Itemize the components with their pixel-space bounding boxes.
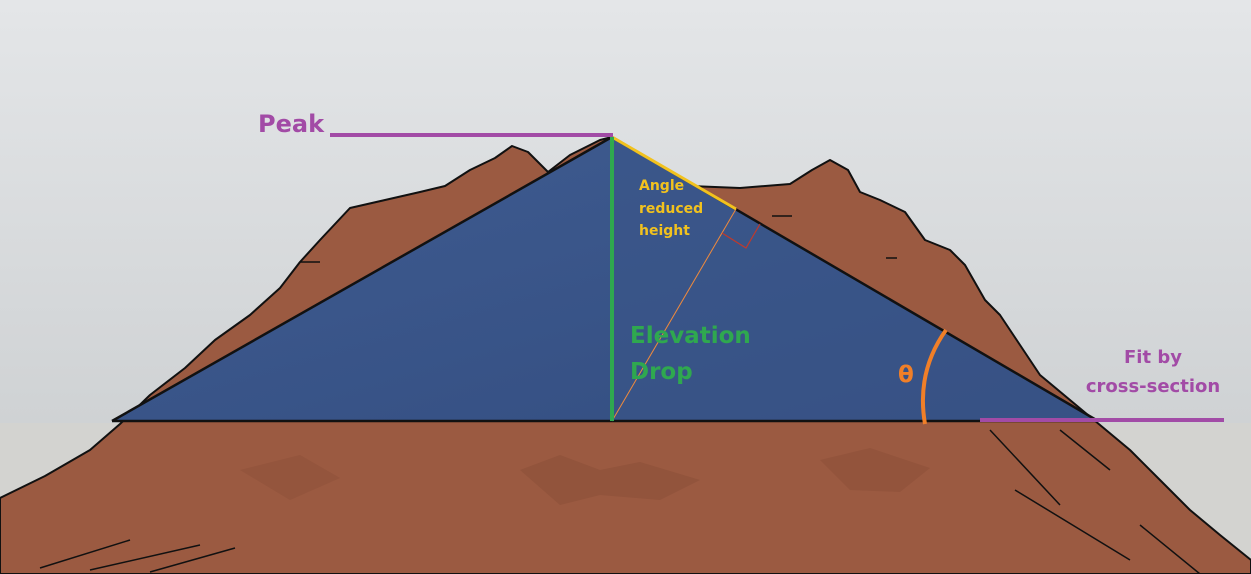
terrain-crease-lines [39, 215, 1201, 574]
elevation-label-line1: Elevation [630, 323, 751, 349]
theta-arc [920, 328, 948, 425]
angle-label-line3: height [639, 223, 690, 239]
elevation-label-line2: Drop [630, 359, 693, 385]
fit-label-line1: Fit by [1124, 347, 1182, 368]
perpendicular-line [611, 208, 737, 422]
theta-label: θ [898, 362, 914, 388]
terrain-shading [820, 448, 930, 492]
angle-reduced-height-line [611, 135, 737, 211]
peak-label: Peak [258, 110, 325, 138]
angle-label-line1: Angle [639, 178, 684, 194]
fit-label-line2: cross-section [1086, 376, 1220, 397]
terrain-shading [240, 455, 340, 500]
angle-label-line2: reduced [639, 201, 703, 217]
triangle-left-edge [111, 135, 613, 423]
right-angle-mark [721, 223, 761, 249]
terrain-shading [520, 455, 700, 505]
